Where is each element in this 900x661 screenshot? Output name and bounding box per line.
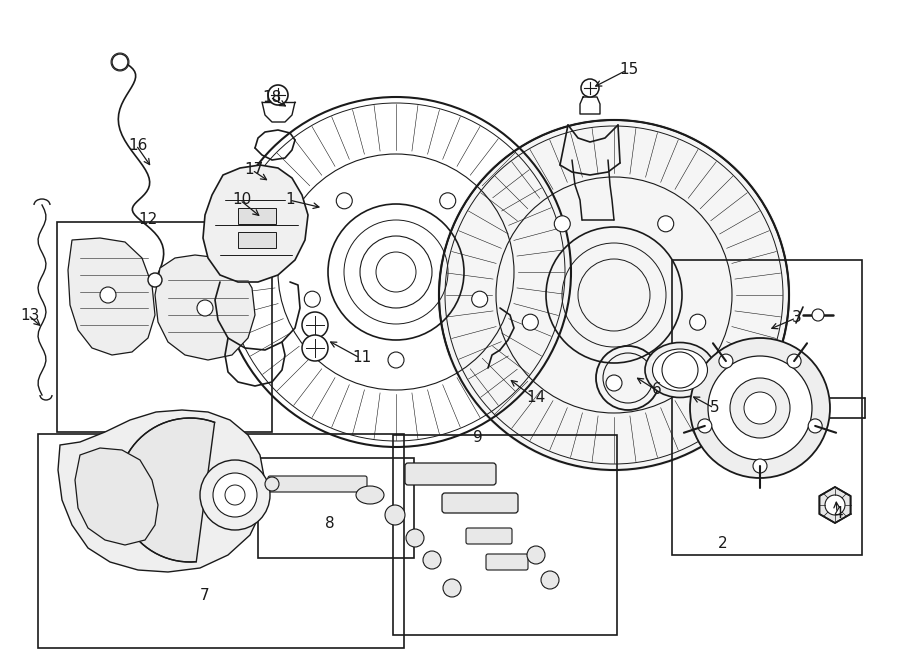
Polygon shape [68, 238, 155, 355]
Circle shape [213, 473, 257, 517]
Text: 10: 10 [232, 192, 251, 208]
Circle shape [197, 300, 213, 316]
Text: 9: 9 [473, 430, 482, 446]
Text: 11: 11 [352, 350, 371, 366]
Bar [238, 232, 276, 248]
Polygon shape [118, 418, 214, 562]
Circle shape [304, 292, 320, 307]
Circle shape [788, 354, 801, 368]
FancyBboxPatch shape [442, 493, 518, 513]
Circle shape [302, 312, 328, 338]
Polygon shape [58, 410, 265, 572]
Ellipse shape [652, 349, 707, 391]
Text: 4: 4 [833, 506, 842, 520]
Circle shape [808, 419, 823, 433]
Bar [258, 458, 414, 558]
Circle shape [744, 392, 776, 424]
FancyBboxPatch shape [466, 528, 512, 544]
Circle shape [388, 352, 404, 368]
Circle shape [730, 378, 790, 438]
Polygon shape [203, 165, 308, 282]
Text: 5: 5 [710, 401, 720, 416]
Text: 8: 8 [325, 516, 335, 531]
Text: 14: 14 [526, 391, 545, 405]
Circle shape [662, 352, 698, 388]
Circle shape [406, 529, 424, 547]
Circle shape [753, 459, 767, 473]
Text: 6: 6 [652, 383, 662, 397]
Ellipse shape [645, 342, 715, 397]
Polygon shape [75, 448, 158, 545]
Text: 17: 17 [244, 163, 263, 178]
Circle shape [698, 419, 712, 433]
Circle shape [812, 309, 824, 321]
Circle shape [265, 477, 279, 491]
Circle shape [268, 85, 288, 105]
Bar [38, 434, 404, 648]
Text: 13: 13 [20, 307, 40, 323]
Ellipse shape [356, 486, 384, 504]
Circle shape [302, 335, 328, 361]
Bar [672, 260, 862, 555]
Circle shape [440, 193, 455, 209]
Circle shape [148, 273, 162, 287]
Circle shape [689, 314, 706, 330]
Text: 7: 7 [200, 588, 210, 603]
Circle shape [708, 356, 812, 460]
Text: 3: 3 [792, 311, 802, 325]
Circle shape [690, 338, 830, 478]
Circle shape [522, 314, 538, 330]
Circle shape [825, 495, 845, 515]
Circle shape [554, 215, 571, 232]
Polygon shape [437, 118, 791, 472]
Circle shape [527, 546, 545, 564]
Circle shape [200, 460, 270, 530]
Circle shape [443, 579, 461, 597]
Circle shape [423, 551, 441, 569]
Circle shape [658, 215, 674, 232]
Bar [57, 222, 272, 432]
Text: 18: 18 [262, 89, 281, 104]
Circle shape [100, 287, 116, 303]
Circle shape [719, 354, 733, 368]
Polygon shape [155, 255, 255, 360]
FancyBboxPatch shape [405, 463, 496, 485]
FancyBboxPatch shape [486, 554, 528, 570]
Circle shape [472, 292, 488, 307]
Circle shape [541, 571, 559, 589]
Text: 2: 2 [718, 535, 727, 551]
Circle shape [337, 193, 352, 209]
Polygon shape [819, 487, 850, 523]
Text: 16: 16 [128, 137, 148, 153]
Bar [393, 435, 617, 635]
Text: 15: 15 [619, 63, 638, 77]
Bar [238, 208, 276, 224]
Circle shape [606, 375, 622, 391]
Circle shape [385, 505, 405, 525]
FancyBboxPatch shape [268, 476, 367, 492]
Text: 12: 12 [138, 212, 157, 227]
Circle shape [581, 79, 599, 97]
Circle shape [112, 54, 128, 70]
Text: 1: 1 [285, 192, 294, 208]
